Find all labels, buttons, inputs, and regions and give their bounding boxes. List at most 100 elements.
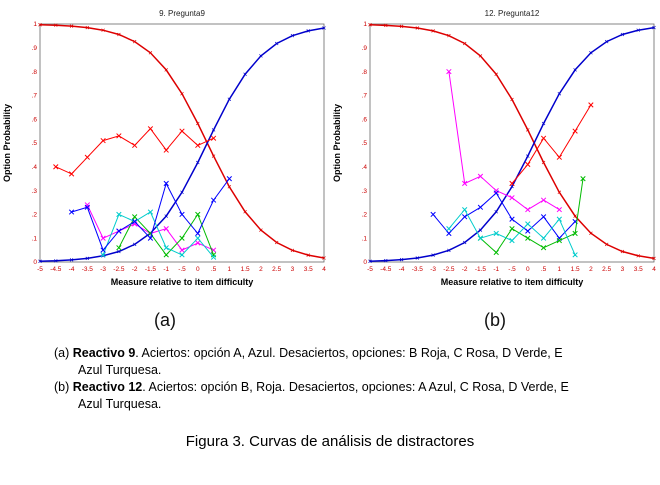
y-tick-label: .9: [32, 45, 38, 52]
y-tick-label: .1: [32, 235, 38, 242]
y-tick-label: 1: [363, 21, 367, 28]
chart-block-a: 9. Pregunta9 0.1.2.3.4.5.6.7.8.9 1 -5 -4.5 -4…: [0, 4, 330, 304]
markers-option-a-azul: [430, 190, 578, 241]
y-tick-label: .1: [362, 235, 368, 242]
x-tick-label: -4: [399, 266, 405, 273]
caption-a-prefix: (a): [54, 346, 73, 360]
plot-area: [39, 23, 325, 263]
markers-option-b-roja: [53, 126, 217, 177]
x-tick-label: 1: [228, 266, 232, 273]
x-tick-label: -3.5: [82, 266, 94, 273]
y-tick-label: .7: [32, 93, 38, 100]
series-option-e-turquesa: [102, 211, 214, 258]
caption-line-b: (b) Reactivo 12. Aciertos: opción B, Roj…: [54, 379, 579, 412]
charts-row: 9. Pregunta9 0.1.2.3.4.5.6.7.8.9 1 -5 -4.5 -4…: [0, 4, 660, 304]
y-tick-label: 0: [363, 259, 367, 266]
markers-model-descending-red: [38, 22, 326, 260]
x-axis-label: Measure relative to item difficulty: [111, 277, 254, 287]
y-tick-label: .6: [362, 116, 368, 123]
caption-b-bold: Reactivo 12: [72, 380, 143, 395]
x-tick-label: 0: [196, 266, 200, 273]
y-tick-label: .5: [32, 140, 38, 147]
x-tick-label: 2: [259, 266, 263, 273]
x-tick-label: -1.5: [145, 266, 157, 273]
x-tick-label: .5: [211, 266, 217, 273]
figure-title: Figura 3. Curvas de análisis de distract…: [185, 432, 475, 450]
y-tick-label: .8: [32, 69, 38, 76]
y-tick-label: .6: [32, 116, 38, 123]
x-tick-label: 3.5: [304, 266, 313, 273]
x-tick-label: -3: [430, 266, 436, 273]
series-option-c-rosa: [448, 71, 560, 211]
x-tick-label: 3: [621, 266, 625, 273]
x-tick-label: -2.5: [113, 266, 125, 273]
x-tick-label: 1.5: [571, 266, 580, 273]
markers-option-e-turquesa: [446, 206, 578, 258]
y-axis-label: Option Probability: [2, 104, 12, 182]
markers-option-b-roja: [509, 102, 594, 187]
x-tick-label: 0: [526, 266, 530, 273]
x-tick-label: 3: [291, 266, 295, 273]
x-tick-label: -2: [132, 266, 138, 273]
series-option-b-roja: [511, 104, 592, 184]
y-tick-label: .3: [32, 188, 38, 195]
x-axis-label: Measure relative to item difficulty: [441, 277, 584, 287]
x-tick-label: 4: [652, 266, 656, 273]
chart-title: 9. Pregunta9: [159, 9, 205, 18]
y-tick-label: .3: [362, 188, 368, 195]
x-tick-label: .5: [541, 266, 547, 273]
x-tick-label: -4.5: [380, 266, 392, 273]
markers-option-d-verde: [116, 211, 217, 258]
x-tick-label: -4.5: [50, 266, 62, 273]
x-tick-label: 3.5: [634, 266, 643, 273]
y-axis-label: Option Probability: [332, 104, 342, 182]
caption-a-bold: Reactivo 9: [72, 346, 136, 360]
markers-model-ascending-blue: [38, 26, 326, 264]
x-tick-label: -4: [69, 266, 75, 273]
x-tick-label: -1: [163, 266, 169, 273]
x-tick-label: 1.5: [241, 266, 250, 273]
x-tick-label: -1: [493, 266, 499, 273]
x-tick-label: 2.5: [602, 266, 611, 273]
x-tick-label: -3.5: [412, 266, 424, 273]
x-tick-label: -5: [37, 266, 43, 273]
sublabel-a: (a): [154, 310, 176, 330]
plot-area: [369, 23, 655, 263]
x-tick-label: -.5: [178, 266, 186, 273]
figure-caption: (a) Reactivo 9. Aciertos: opción A, Azul…: [54, 345, 579, 413]
x-tick-label: -3: [100, 266, 106, 273]
y-tick-label: .9: [362, 45, 368, 52]
y-tick-label: 1: [33, 21, 37, 28]
caption-b-text: . Aciertos: opción B, Roja. Desaciertos,…: [78, 380, 569, 411]
y-tick-label: 0: [33, 259, 37, 266]
y-tick-label: .4: [362, 164, 368, 171]
y-tick-label: .5: [362, 140, 368, 147]
series-option-d-verde: [480, 178, 584, 254]
x-tick-label: 4: [322, 266, 326, 273]
sublabel-b: (b): [484, 310, 506, 330]
chart-title: 12. Pregunta12: [485, 9, 540, 18]
x-tick-label: -5: [367, 266, 373, 273]
y-tick-label: .2: [32, 212, 38, 219]
markers-option-c-rosa: [446, 68, 562, 213]
x-tick-label: -1.5: [475, 266, 487, 273]
x-tick-label: 1: [558, 266, 562, 273]
markers-model-ascending-blue: [368, 25, 656, 264]
x-tick-label: -2.5: [443, 266, 455, 273]
markers-model-descending-red: [368, 22, 656, 261]
caption-line-a: (a) Reactivo 9. Aciertos: opción A, Azul…: [54, 345, 579, 378]
caption-a-text: . Aciertos: opción A, Azul. Desaciertos,…: [78, 346, 563, 377]
x-tick-label: 2.5: [272, 266, 281, 273]
y-tick-label: .8: [362, 69, 368, 76]
figure-3: 9. Pregunta9 0.1.2.3.4.5.6.7.8.9 1 -5 -4.5 -4…: [0, 4, 660, 450]
y-tick-label: .2: [362, 212, 368, 219]
y-tick-label: .7: [362, 93, 368, 100]
chart-block-b: 12. Pregunta12 0.1.2.3.4.5.6.7.8.9 1 -5 -4.5…: [330, 4, 660, 304]
y-tick-label: .4: [32, 164, 38, 171]
caption-b-prefix: (b): [54, 380, 73, 395]
x-tick-label: -.5: [508, 266, 516, 273]
x-tick-label: -2: [462, 266, 468, 273]
series-option-a-azul: [432, 192, 576, 239]
